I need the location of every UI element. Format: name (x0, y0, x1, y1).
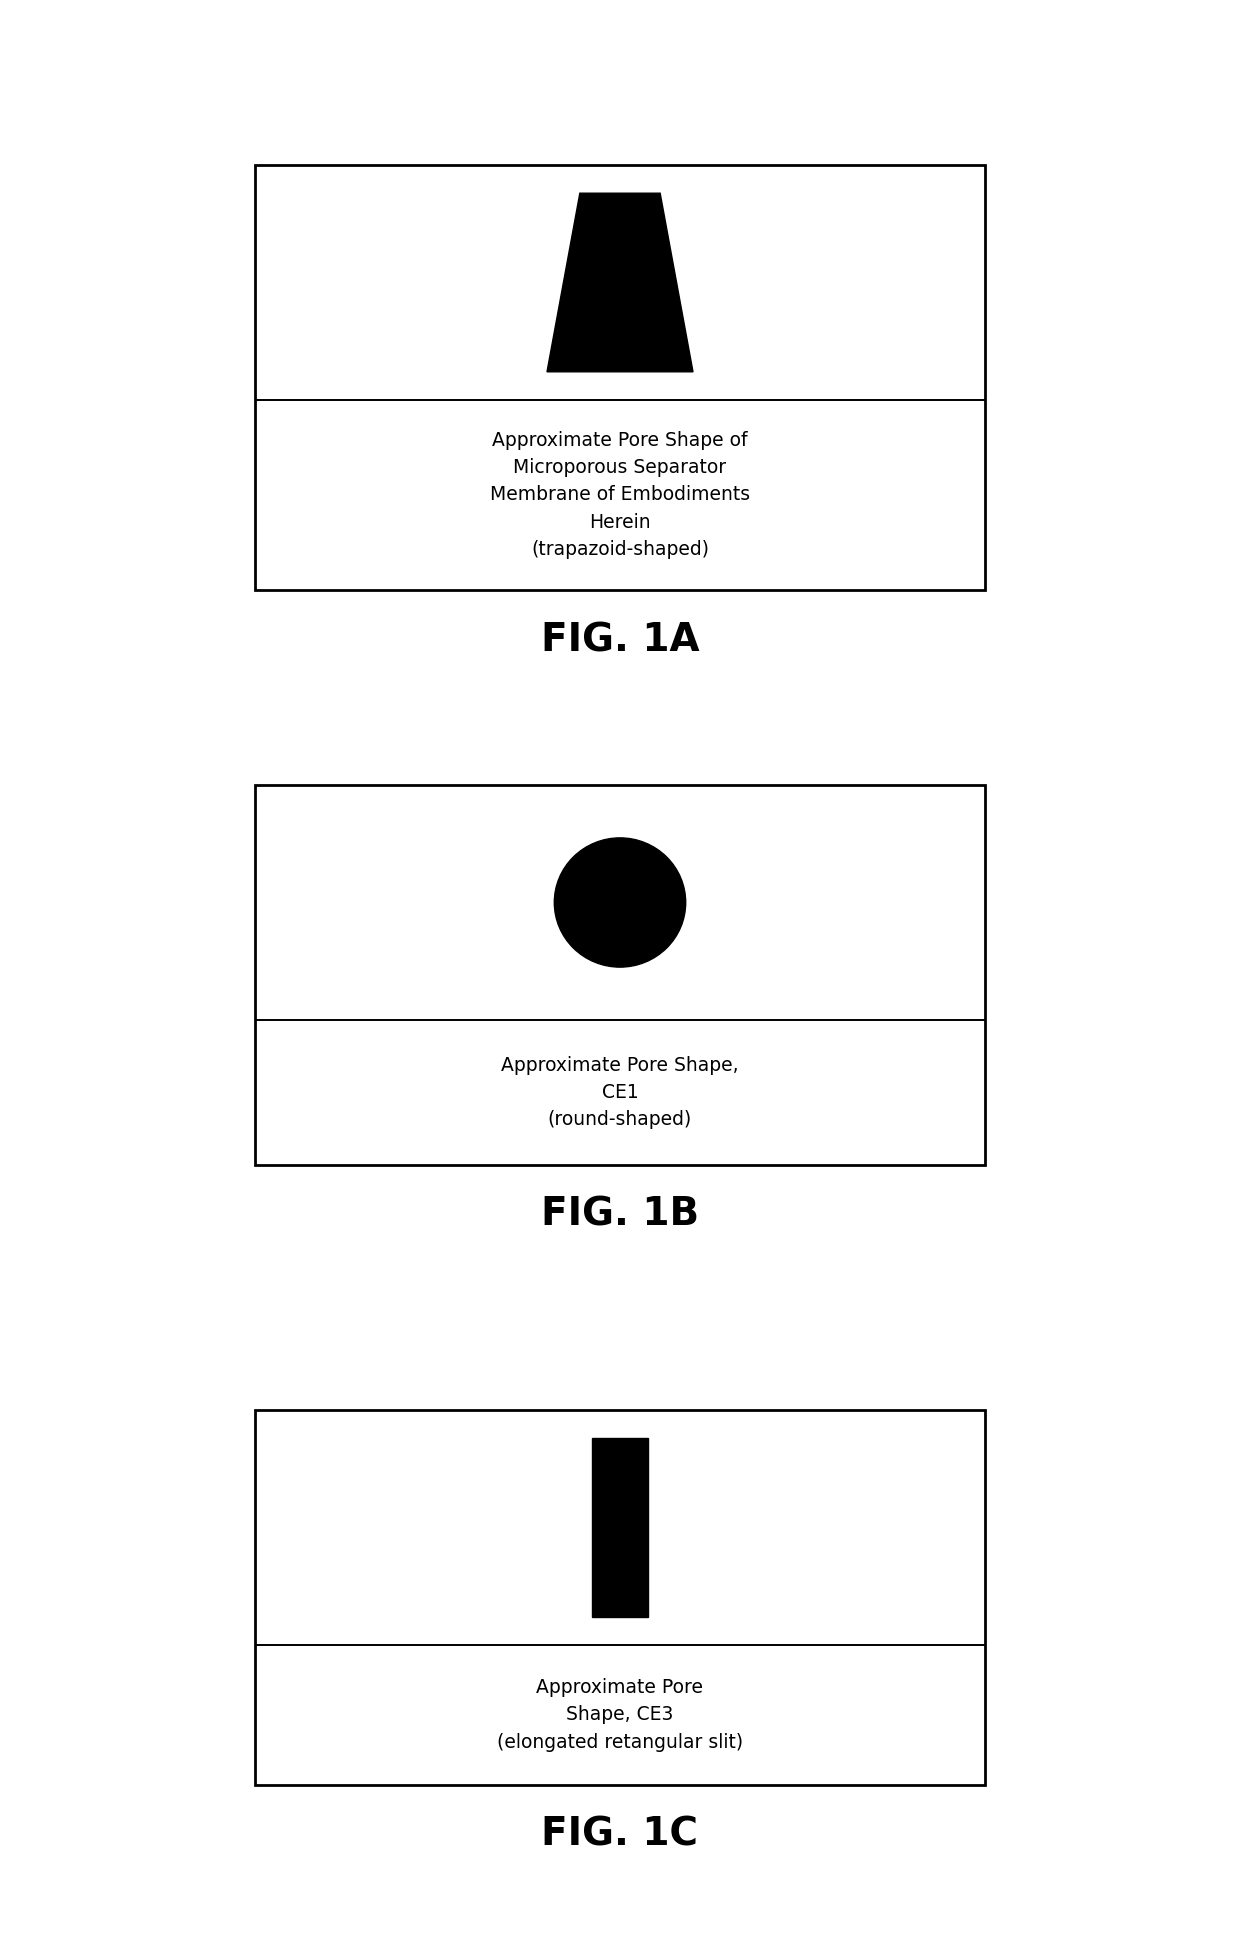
Text: FIG. 1C: FIG. 1C (542, 1815, 698, 1854)
Text: FIG. 1B: FIG. 1B (541, 1195, 699, 1234)
Bar (593, 1439, 647, 1617)
Polygon shape (547, 193, 693, 372)
Text: Approximate Pore
Shape, CE3
(elongated retangular slit): Approximate Pore Shape, CE3 (elongated r… (497, 1679, 743, 1751)
Text: Approximate Pore Shape,
CE1
(round-shaped): Approximate Pore Shape, CE1 (round-shape… (501, 1055, 739, 1129)
Ellipse shape (554, 838, 686, 967)
Text: Approximate Pore Shape of
Microporous Separator
Membrane of Embodiments
Herein
(: Approximate Pore Shape of Microporous Se… (490, 431, 750, 560)
Text: FIG. 1A: FIG. 1A (541, 620, 699, 659)
